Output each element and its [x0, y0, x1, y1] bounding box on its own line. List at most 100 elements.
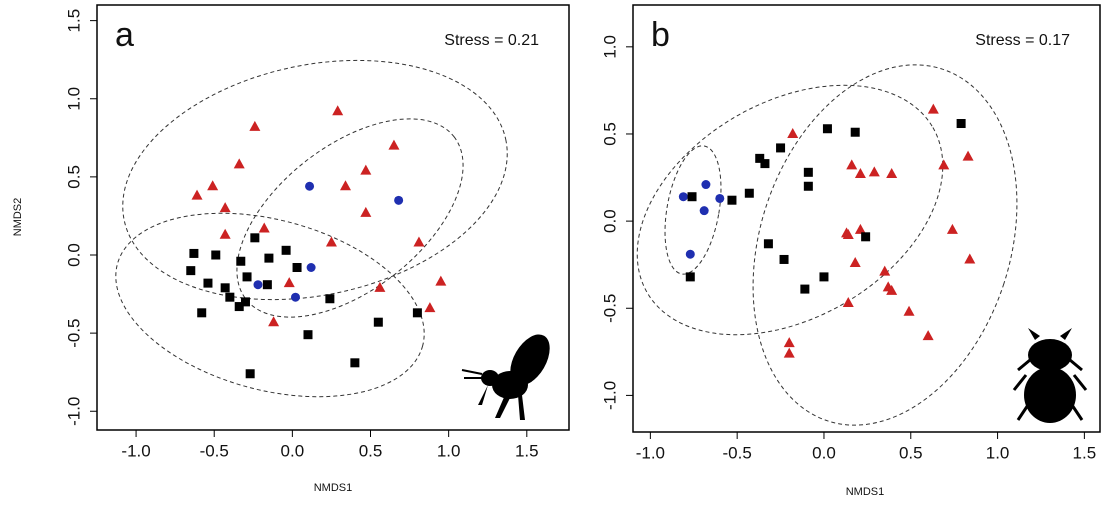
x-tick-label: 1.5	[1073, 443, 1097, 462]
triangle-point	[325, 236, 337, 247]
triangle-point	[207, 180, 219, 191]
x-tick-label: 1.5	[515, 441, 539, 460]
triangle-point	[413, 236, 425, 247]
y-tick-label: 1.5	[64, 9, 83, 33]
y-tick-label: -1.0	[600, 381, 619, 410]
y-tick-label: -1.0	[64, 397, 83, 426]
triangle-point	[388, 139, 400, 150]
triangle-point	[922, 330, 934, 341]
triangle-point	[868, 166, 880, 177]
square-point	[186, 266, 196, 276]
triangle-point	[886, 284, 898, 295]
triangle-point	[879, 265, 891, 276]
stress-annotation: Stress = 0.17	[975, 32, 1070, 49]
x-tick-label: 1.0	[986, 443, 1010, 462]
square-point	[350, 358, 360, 368]
triangle-point	[360, 206, 372, 217]
square-point	[281, 245, 291, 255]
circle-point	[701, 180, 711, 190]
triangle-point	[283, 277, 295, 288]
y-tick-label: 0.5	[64, 165, 83, 189]
square-point	[763, 239, 773, 249]
y-tick-label: -0.5	[64, 318, 83, 347]
triangle-point	[938, 159, 950, 170]
triangle-point	[435, 275, 447, 286]
bee-icon	[461, 334, 550, 420]
circle-point	[305, 181, 315, 191]
triangle-point	[927, 103, 939, 114]
x-tick-label: 1.0	[437, 441, 461, 460]
triangle-point	[842, 229, 854, 240]
square-point	[236, 256, 246, 266]
square-point	[264, 253, 274, 263]
y-axis-label: NMDS2	[12, 198, 24, 237]
triangle-point	[258, 222, 270, 233]
triangle-point	[268, 316, 280, 327]
ellipse	[236, 118, 464, 318]
triangle-point	[219, 228, 231, 239]
triangle-point	[903, 305, 915, 316]
triangle-point	[424, 302, 436, 313]
square-point	[189, 248, 199, 258]
triangle-point	[964, 253, 976, 264]
circle-point	[306, 263, 316, 272]
ellipse	[122, 59, 508, 301]
square-point	[325, 294, 335, 304]
square-point	[803, 167, 813, 177]
square-point	[412, 308, 422, 318]
circle-point	[678, 192, 688, 202]
triangle-point	[787, 127, 799, 138]
square-point	[803, 181, 813, 191]
square-point	[225, 292, 235, 302]
triangle-point	[340, 180, 352, 191]
y-tick-label: 1.0	[600, 35, 619, 59]
panel-label: a	[115, 16, 134, 54]
ellipse	[664, 145, 722, 275]
stress-annotation: Stress = 0.21	[444, 32, 539, 49]
square-point	[776, 143, 786, 153]
square-point	[687, 192, 697, 202]
triangle-point	[854, 223, 866, 234]
triangle-point	[849, 256, 861, 267]
triangle-point	[233, 158, 245, 169]
circle-point	[253, 280, 263, 290]
triangle-point	[332, 105, 344, 116]
y-tick-label: -0.5	[600, 294, 619, 323]
square-point	[211, 250, 221, 260]
y-tick-label: 0.0	[64, 243, 83, 267]
x-tick-label: 0.5	[359, 441, 383, 460]
square-point	[245, 369, 255, 379]
square-point	[240, 297, 250, 307]
ellipses-b	[636, 64, 1018, 426]
circle-point	[394, 195, 404, 205]
ellipse	[752, 64, 1018, 426]
triangle-point	[360, 164, 372, 175]
x-tick-label: -0.5	[723, 443, 752, 462]
square-point	[800, 284, 810, 294]
x-tick-label: 0.5	[899, 443, 923, 462]
square-point	[755, 153, 765, 163]
triangle-point	[854, 168, 866, 179]
square-point	[250, 233, 260, 243]
square-point	[956, 119, 966, 129]
triangle-point	[783, 337, 795, 348]
ellipse	[115, 212, 425, 398]
square-point	[685, 272, 695, 282]
y-tick-label: 1.0	[64, 87, 83, 111]
square-point	[262, 280, 272, 290]
triangle-point	[842, 297, 854, 308]
square-point	[242, 272, 252, 282]
y-tick-label: 0.5	[600, 122, 619, 146]
circle-point	[699, 206, 709, 216]
plot-frame	[96, 4, 570, 431]
plot-frame	[632, 4, 1101, 433]
square-point	[203, 278, 213, 288]
y-tick-label: 0.0	[600, 209, 619, 233]
square-point	[850, 127, 860, 137]
circle-point	[290, 292, 300, 302]
x-tick-label: 0.0	[812, 443, 836, 462]
panel-label: b	[651, 16, 670, 54]
triangle-point	[219, 202, 231, 213]
beetle-icon	[1012, 328, 1088, 423]
